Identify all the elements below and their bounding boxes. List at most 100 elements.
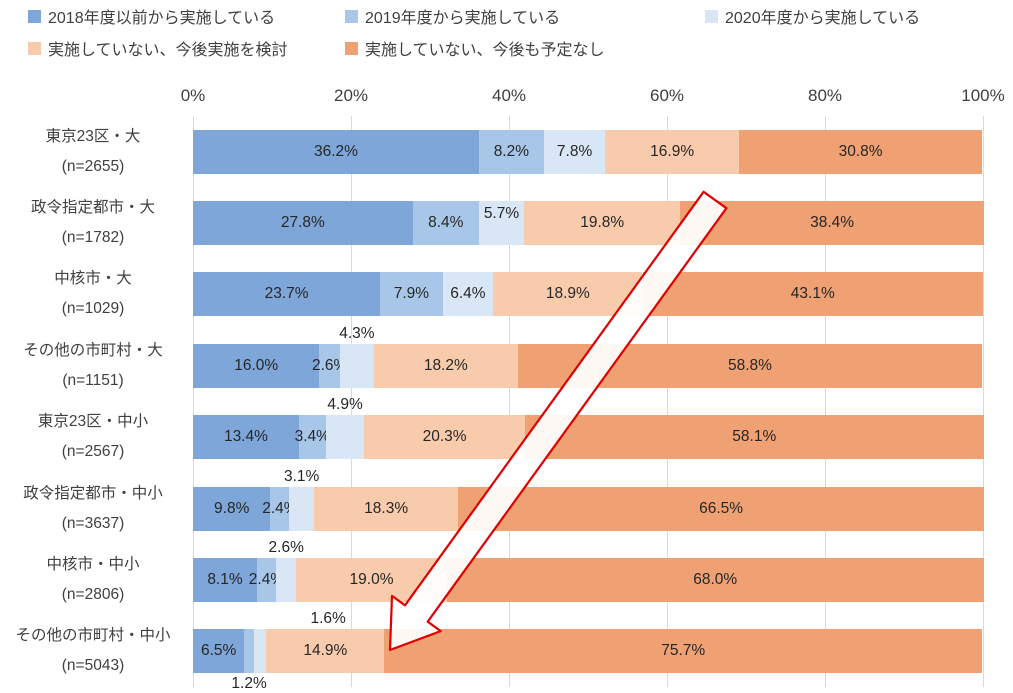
gridline bbox=[193, 116, 194, 687]
category-label: 中核市・大 (n=1029) bbox=[0, 259, 186, 330]
data-label: 8.1% bbox=[207, 570, 243, 588]
bar-segment bbox=[319, 343, 340, 388]
category-axis: 東京23区・大 (n=2655) 政令指定都市・大 (n=1782) 中核市・大 (n=1… bbox=[0, 0, 193, 687]
gridline bbox=[825, 116, 826, 687]
bar-row: 13.4% 3.4% 4.9% 20.3% 58.1% bbox=[193, 396, 984, 460]
bar-segment bbox=[253, 629, 267, 674]
legend-item-label: 2019年度から実施している bbox=[365, 10, 561, 27]
category-sample-size: (n=1782) bbox=[61, 229, 125, 247]
bar-segment bbox=[543, 129, 606, 174]
legend-item-label: 2020年度から実施している bbox=[725, 10, 921, 27]
data-label: 20.3% bbox=[422, 428, 467, 446]
bar-segment bbox=[193, 415, 299, 460]
data-label: 66.5% bbox=[699, 499, 744, 517]
legend-item-label: 実施していない、今後実施を検討 bbox=[48, 42, 288, 59]
data-label: 18.3% bbox=[364, 499, 409, 517]
legend-item-label: 実施していない、今後も予定なし bbox=[365, 42, 605, 59]
axis-tick-label: 40% bbox=[491, 86, 527, 105]
bar-segment bbox=[478, 129, 544, 174]
bar-segment bbox=[193, 486, 271, 531]
category-sample-size: (n=1151) bbox=[62, 371, 124, 389]
axis-tick-label: 20% bbox=[333, 86, 369, 105]
category-name: 政令指定都市・中小 bbox=[23, 484, 163, 502]
category-label: 東京23区・中小 (n=2567) bbox=[0, 402, 186, 473]
category-name: その他の市町村・大 bbox=[23, 341, 163, 359]
data-label: 36.2% bbox=[314, 142, 358, 160]
data-label: 5.7% bbox=[483, 205, 520, 223]
data-label: 8.4% bbox=[428, 214, 464, 232]
bar-segment bbox=[270, 486, 290, 531]
data-label: 30.8% bbox=[838, 142, 883, 160]
bar-segment bbox=[298, 415, 326, 460]
category-name: 政令指定都市・大 bbox=[30, 199, 155, 217]
data-label: 7.8% bbox=[556, 142, 593, 160]
bar-segment bbox=[193, 129, 479, 174]
x-axis: 0% 20% 40% 60% 80% 100% bbox=[0, 0, 1013, 110]
category-sample-size: (n=2655) bbox=[61, 157, 125, 175]
legend-item: 実施していない、今後も予定なし bbox=[345, 37, 605, 59]
category-label: 中核市・中小 (n=2806) bbox=[0, 544, 186, 615]
bar-row: 27.8% 8.4% 5.7% 19.8% 38.4% bbox=[193, 201, 984, 246]
category-name: その他の市町村・中小 bbox=[15, 627, 171, 645]
legend-swatch bbox=[28, 41, 41, 55]
data-label: 19.8% bbox=[580, 214, 625, 232]
category-label: 政令指定都市・大 (n=1782) bbox=[0, 187, 186, 258]
chart-legend: 2018年度以前から実施している 2019年度から実施している 2020年度から実施… bbox=[0, 0, 1013, 70]
legend-swatch bbox=[345, 41, 358, 55]
legend-item: 実施していない、今後実施を検討 bbox=[28, 37, 288, 59]
data-label: 38.4% bbox=[810, 214, 855, 232]
axis-tick-label: 100% bbox=[961, 86, 1005, 105]
bar-segment bbox=[605, 129, 739, 174]
data-label: 27.8% bbox=[280, 214, 325, 232]
bar-segment bbox=[266, 629, 385, 674]
bar-segment bbox=[193, 343, 320, 388]
bar-segment bbox=[738, 129, 983, 174]
data-label: 1.6% bbox=[310, 610, 346, 628]
data-label: 2.6% bbox=[311, 356, 348, 374]
data-label: 13.4% bbox=[223, 428, 268, 446]
bar-row: 8.1% 2.4% 2.6% 19.0% 68.0% bbox=[193, 539, 984, 602]
data-label: 3.1% bbox=[283, 467, 320, 485]
bar-segment bbox=[193, 201, 413, 246]
data-label: 3.4% bbox=[294, 428, 330, 446]
bar-segment bbox=[193, 629, 245, 674]
bar-row: 6.5% 1.2% 1.6% 14.9% 75.7% bbox=[193, 610, 983, 692]
bar-segment bbox=[256, 557, 276, 602]
data-label: 19.0% bbox=[349, 570, 394, 588]
bar-segment bbox=[275, 557, 297, 602]
data-label: 2.6% bbox=[268, 538, 304, 556]
axis-tick-label: 0% bbox=[180, 86, 206, 105]
bar-row: 9.8% 2.4% 3.1% 18.3% 66.5% bbox=[193, 468, 984, 531]
data-label: 68.0% bbox=[693, 570, 738, 588]
gridline bbox=[351, 116, 352, 687]
bar-segment bbox=[339, 343, 374, 388]
category-name: 中核市・大 bbox=[54, 270, 132, 288]
legend-swatch bbox=[705, 9, 718, 23]
bar-segment bbox=[289, 486, 314, 531]
data-label: 4.3% bbox=[339, 324, 375, 342]
category-sample-size: (n=2806) bbox=[61, 585, 125, 603]
data-label: 9.8% bbox=[214, 499, 250, 517]
plot-area: 36.2% 8.2% 7.8% 16.9% 30.8% 27.8% 8.4% 5.7% 19.8… bbox=[193, 116, 984, 692]
bar-row: 36.2% 8.2% 7.8% 16.9% 30.8% bbox=[193, 129, 983, 174]
category-sample-size: (n=2567) bbox=[61, 443, 125, 461]
category-name: 中核市・中小 bbox=[46, 555, 140, 573]
category-sample-size: (n=3637) bbox=[61, 514, 125, 532]
data-label: 18.9% bbox=[545, 285, 590, 303]
bar-row: 23.7% 7.9% 6.4% 18.9% 43.1% bbox=[193, 272, 983, 317]
bar-segment bbox=[680, 201, 984, 246]
category-label: その他の市町村・大 (n=1151) bbox=[0, 330, 186, 401]
data-label: 2.4% bbox=[248, 570, 285, 588]
axis-tick-label: 60% bbox=[649, 86, 685, 105]
data-label: 4.9% bbox=[327, 396, 363, 414]
data-label: 23.7% bbox=[264, 285, 309, 303]
bar-row: 16.0% 2.6% 4.3% 18.2% 58.8% bbox=[193, 325, 983, 388]
data-label: 8.2% bbox=[493, 142, 530, 160]
data-label: 6.4% bbox=[450, 285, 486, 303]
data-label: 16.9% bbox=[650, 142, 695, 160]
category-label: 政令指定都市・中小 (n=3637) bbox=[0, 473, 186, 544]
legend-item: 2019年度から実施している bbox=[345, 5, 560, 27]
category-name: 東京23区・中小 bbox=[37, 413, 149, 431]
data-label: 2.4% bbox=[262, 499, 298, 517]
category-label: 東京23区・大 (n=2655) bbox=[0, 116, 186, 187]
